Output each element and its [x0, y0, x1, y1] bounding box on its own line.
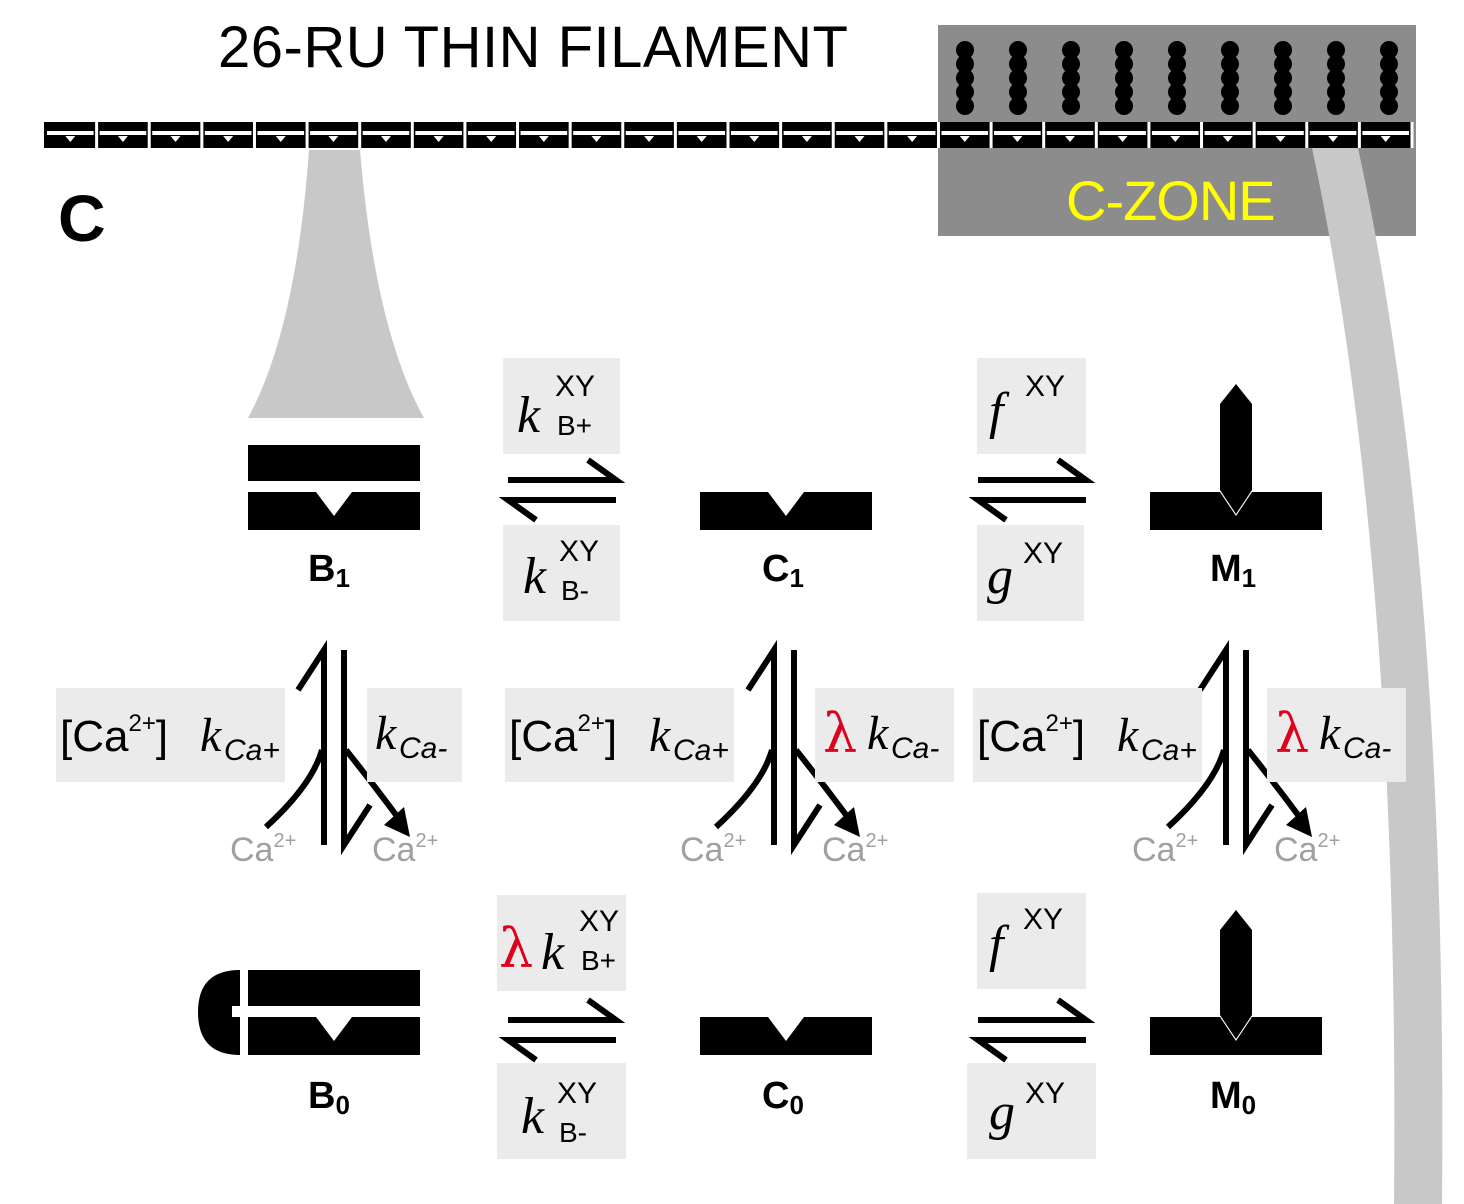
m0-shape [1150, 910, 1322, 1055]
equilibrium-arrow-c1-m1 [968, 457, 1096, 523]
ca-off-rate-box-c: λ k Ca- [815, 688, 954, 782]
panel-label: C [58, 181, 106, 255]
ca-ion-in-b: Ca2+ [230, 830, 297, 869]
rate-box-kb-minus-top: k XY B- [503, 525, 620, 621]
ca-ion-out-c: Ca2+ [822, 830, 889, 869]
ca-ion-out-b: Ca2+ [372, 830, 439, 869]
calcium-arrow-m [1165, 639, 1312, 856]
ca-on-rate-box-b: [Ca2+] k Ca+ [56, 688, 285, 782]
equilibrium-arrow-b1-c1 [498, 457, 626, 523]
callout-funnel-b1 [248, 150, 424, 418]
figure-title: 26-RU THIN FILAMENT [218, 15, 849, 80]
rate-box-g-bottom: g XY [967, 1063, 1096, 1159]
b0-shape [198, 970, 420, 1055]
c0-shape [700, 1017, 872, 1055]
equilibrium-arrow-b0-c0 [498, 997, 626, 1063]
ca-on-rate-box-c: [Ca2+] k Ca+ [505, 688, 734, 782]
callout-band-czone [1312, 148, 1443, 1204]
rate-box-f-bottom: f XY [977, 893, 1086, 989]
state-label-b0: B0 [308, 1075, 350, 1120]
state-label-b1: B1 [308, 548, 350, 593]
rate-box-f-top: f XY [977, 358, 1086, 454]
c1-shape [700, 492, 872, 530]
ca-ion-in-m: Ca2+ [1132, 830, 1199, 869]
ca-off-rate-box-b: k Ca- [367, 688, 462, 782]
ca-off-rate-box-m: λ k Ca- [1267, 688, 1406, 782]
m1-shape [1150, 384, 1322, 530]
b1-shape [248, 445, 420, 530]
state-label-c0: C0 [762, 1075, 804, 1120]
state-label-c1: C1 [762, 548, 804, 593]
rate-box-g-top: g XY [977, 525, 1084, 621]
myosin-beads [956, 41, 1398, 115]
equilibrium-arrow-c0-m0 [968, 997, 1096, 1063]
thin-filament [44, 122, 1414, 148]
czone-label: C-ZONE [1066, 169, 1276, 232]
ca-ion-out-m: Ca2+ [1274, 830, 1341, 869]
ca-ion-in-c: Ca2+ [680, 830, 747, 869]
rate-box-lambda-kb-plus: λ k XY B+ [497, 895, 626, 991]
ca-on-rate-box-m: [Ca2+] k Ca+ [973, 688, 1202, 782]
calcium-arrow-c [713, 639, 860, 856]
rate-box-kb-minus-bottom: k XY B- [497, 1063, 626, 1159]
rate-box-kb-plus-top: k XY B+ [503, 358, 620, 454]
state-label-m1: M1 [1210, 548, 1257, 593]
state-label-m0: M0 [1210, 1075, 1257, 1120]
calcium-arrow-b [263, 639, 410, 856]
